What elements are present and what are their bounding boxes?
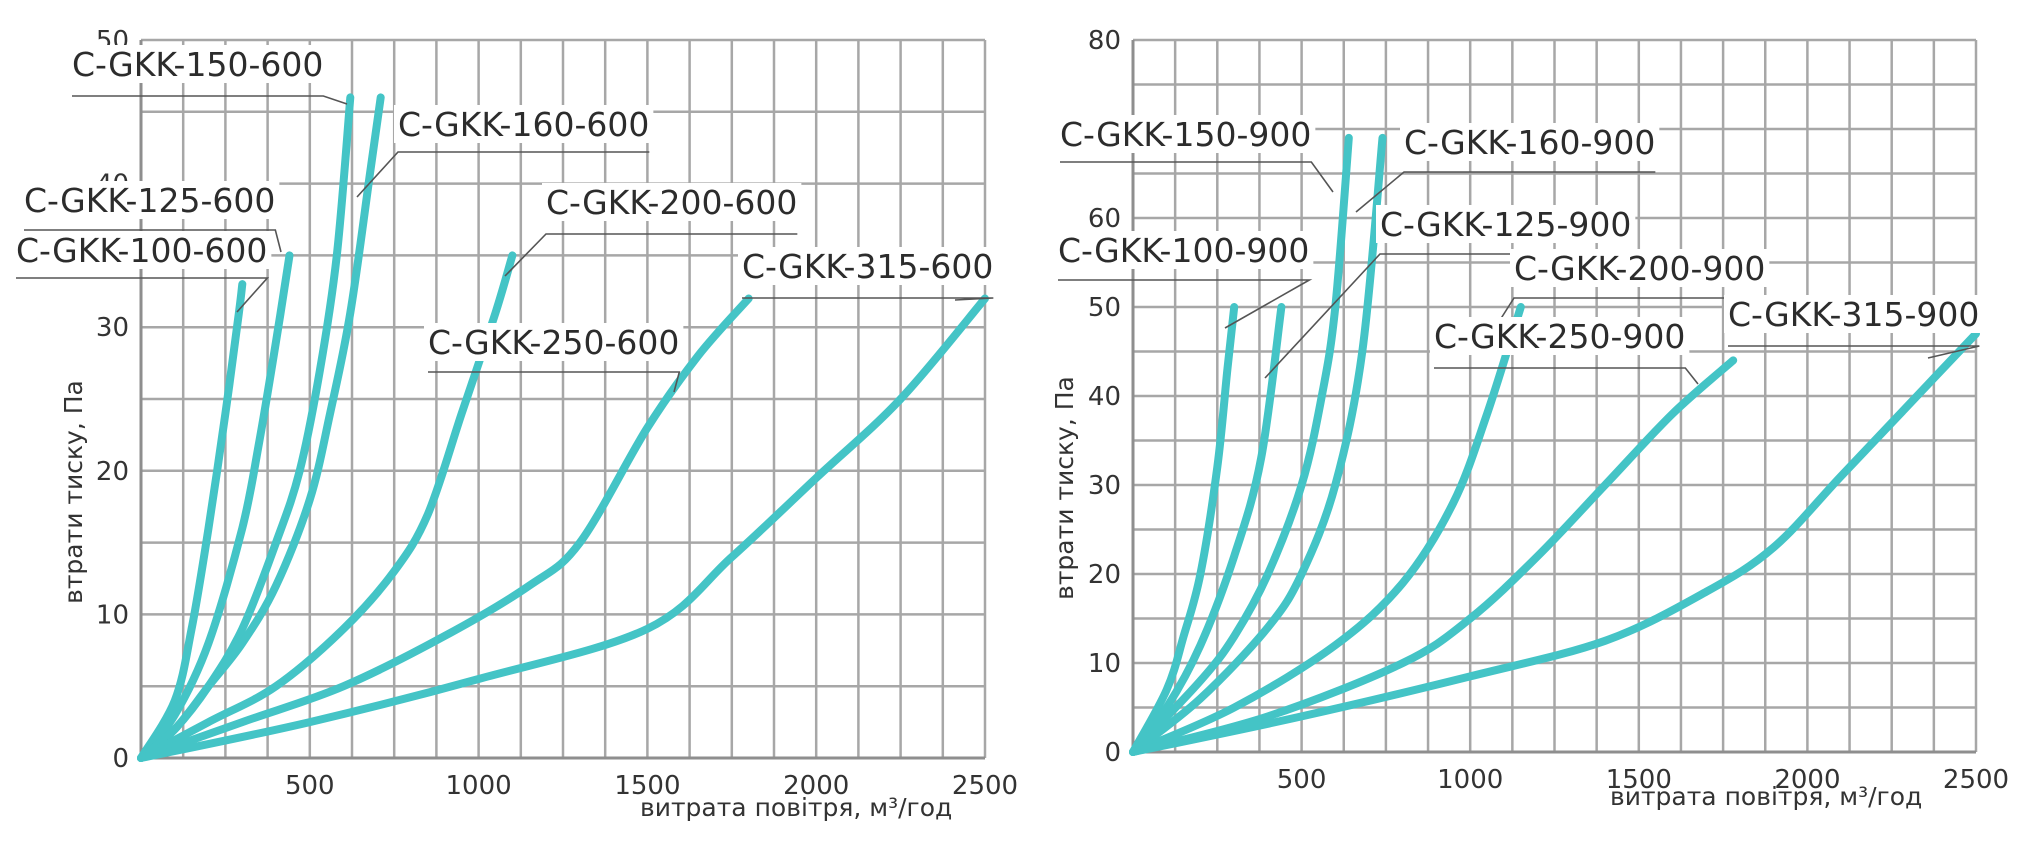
chart-900-series: 500100015002000250001020304050607080витр… (1050, 26, 2009, 811)
curve-c-gkk-150-900 (1129, 133, 1353, 756)
curve-label: C-GKK-250-600 (428, 323, 679, 362)
leader-line (24, 229, 282, 253)
leader-line (1728, 345, 1980, 359)
label-c-gkk-150-900: C-GKK-150-900 (1056, 115, 1334, 193)
x-tick-label: 1000 (1437, 765, 1503, 795)
curve-label: C-GKK-200-600 (546, 183, 797, 222)
leader-line (428, 371, 681, 393)
label-c-gkk-200-600: C-GKK-200-600 (504, 183, 802, 277)
curve-label-background (1054, 231, 1314, 269)
leader-line (504, 233, 798, 277)
y-tick-label: 60 (1088, 204, 1121, 234)
y-tick-label: 80 (1088, 26, 1121, 56)
curve-label: C-GKK-160-900 (1404, 123, 1655, 162)
y-tick-label: 40 (1088, 382, 1121, 412)
leader-line (742, 297, 994, 301)
curve-c-gkk-160-600 (137, 93, 385, 762)
leader-line (356, 151, 650, 198)
curve-c-gkk-100-600 (137, 280, 247, 762)
x-tick-label: 2500 (952, 771, 1018, 801)
label-c-gkk-125-600: C-GKK-125-600 (20, 181, 282, 253)
curve-label-background (12, 231, 272, 269)
x-tick-label: 2000 (783, 771, 849, 801)
y-tick-label: 0 (112, 744, 129, 774)
curve-label: C-GKK-250-900 (1434, 317, 1685, 356)
curve-label-background (1376, 205, 1636, 243)
x-tick-label: 1500 (614, 771, 680, 801)
y-tick-label: 30 (96, 313, 129, 343)
curve-c-gkk-160-900 (1129, 133, 1387, 756)
curve-label-background (68, 45, 328, 83)
leader-line (16, 277, 270, 313)
x-tick-label: 500 (285, 771, 335, 801)
curve-c-gkk-125-600 (137, 251, 294, 762)
curve-label-background (424, 323, 684, 361)
y-tick-label: 50 (1088, 293, 1121, 323)
y-tick-label: 20 (96, 457, 129, 487)
curve-label-background (394, 105, 654, 143)
curve-label-background (20, 181, 280, 219)
x-axis-label: витрата повітря, м³/год (1610, 782, 1922, 811)
leader-line (1434, 367, 1699, 385)
y-tick-label: 30 (1088, 471, 1121, 501)
y-tick-label: 20 (1088, 560, 1121, 590)
y-tick-label: 10 (96, 600, 129, 630)
label-c-gkk-125-900: C-GKK-125-900 (1264, 205, 1636, 379)
label-c-gkk-250-600: C-GKK-250-600 (424, 323, 684, 393)
label-c-gkk-160-600: C-GKK-160-600 (356, 105, 654, 198)
label-c-gkk-100-600: C-GKK-100-600 (12, 231, 272, 313)
label-c-gkk-150-600: C-GKK-150-600 (68, 45, 348, 105)
chart-600-series: 500100015002000250001020304050витрата по… (12, 26, 1018, 822)
y-axis-label: втрати тиску, Па (59, 380, 88, 604)
label-c-gkk-315-600: C-GKK-315-600 (738, 247, 998, 301)
curve-label-background (1400, 123, 1660, 161)
curve-label: C-GKK-125-900 (1380, 205, 1631, 244)
leader-line (1499, 297, 1766, 321)
y-axis-label: втрати тиску, Па (1050, 376, 1079, 600)
label-c-gkk-315-900: C-GKK-315-900 (1724, 295, 1984, 359)
y-tick-label: 0 (1104, 738, 1121, 768)
x-tick-label: 500 (1277, 765, 1327, 795)
curve-label-background (738, 247, 998, 285)
leader-line (1058, 279, 1313, 329)
leader-line (72, 95, 348, 105)
curve-label-background (1724, 295, 1984, 333)
curve-c-gkk-100-900 (1129, 303, 1239, 756)
x-tick-label: 1500 (1606, 765, 1672, 795)
label-c-gkk-250-900: C-GKK-250-900 (1430, 317, 1699, 385)
label-c-gkk-100-900: C-GKK-100-900 (1054, 231, 1314, 329)
curve-label-background (1510, 249, 1770, 287)
curve-c-gkk-200-900 (1129, 303, 1525, 756)
x-tick-label: 2000 (1774, 765, 1840, 795)
x-tick-label: 1000 (446, 771, 512, 801)
curve-label: C-GKK-160-600 (398, 105, 649, 144)
curve-label: C-GKK-125-600 (24, 181, 275, 220)
label-c-gkk-160-900: C-GKK-160-900 (1355, 123, 1660, 213)
curve-c-gkk-125-900 (1129, 303, 1286, 756)
label-c-gkk-200-900: C-GKK-200-900 (1499, 249, 1770, 321)
curve-label: C-GKK-315-900 (1728, 295, 1979, 334)
curve-label: C-GKK-200-900 (1514, 249, 1765, 288)
x-axis-label: витрата повітря, м³/год (640, 793, 952, 822)
curve-label: C-GKK-100-900 (1058, 231, 1309, 270)
curve-label: C-GKK-150-900 (1060, 115, 1311, 154)
curve-label-background (1056, 115, 1316, 153)
curve-label: C-GKK-100-600 (16, 231, 267, 270)
curve-label-background (1430, 317, 1690, 355)
curve-c-gkk-250-900 (1129, 356, 1738, 756)
curve-label: C-GKK-150-600 (72, 45, 323, 84)
leader-line (1060, 161, 1334, 193)
curve-c-gkk-315-600 (137, 294, 989, 762)
x-tick-label: 2500 (1943, 765, 2009, 795)
curve-c-gkk-315-900 (1129, 329, 1980, 756)
curve-label: C-GKK-315-600 (742, 247, 993, 286)
y-tick-label: 10 (1088, 649, 1121, 679)
leader-line (1355, 171, 1656, 213)
curve-label-background (542, 183, 802, 221)
